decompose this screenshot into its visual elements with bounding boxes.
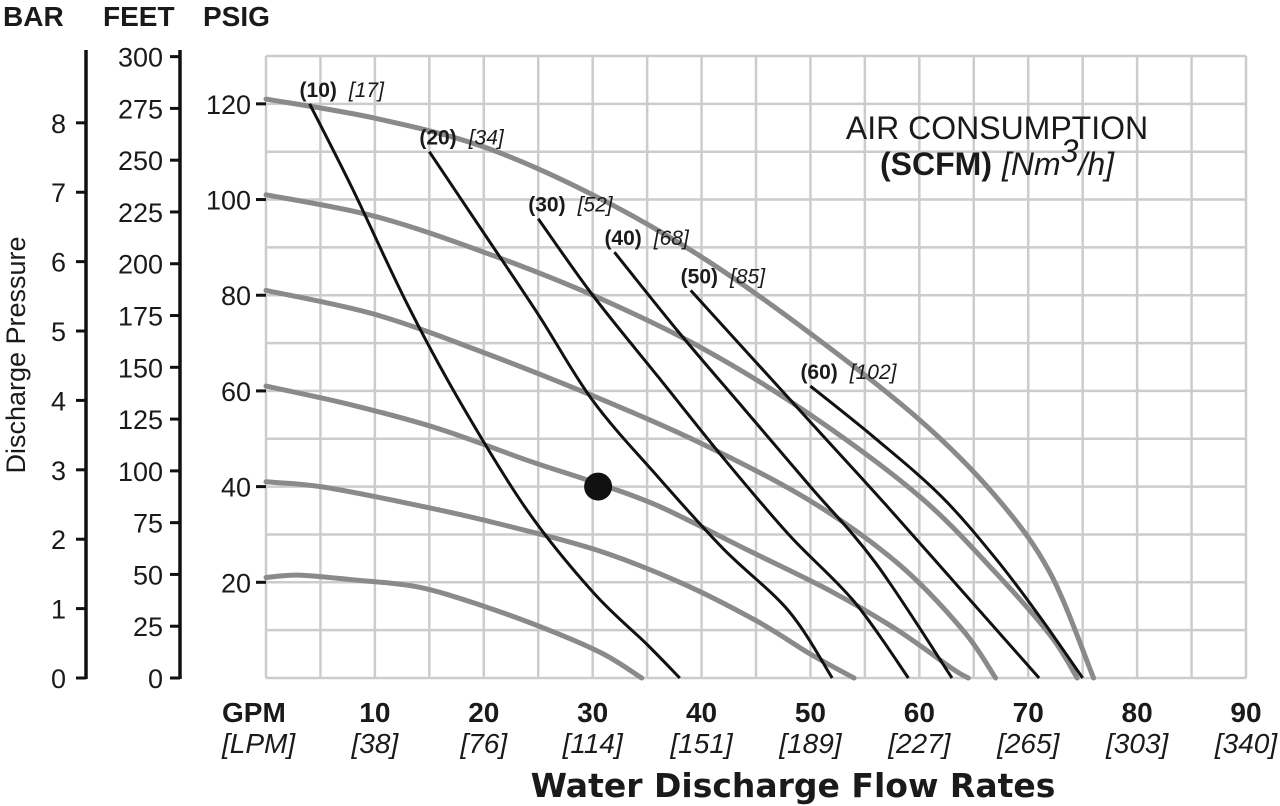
bar-tick-label: 6 bbox=[51, 248, 66, 278]
feet-tick-label: 50 bbox=[133, 560, 163, 590]
air-inlet-curve bbox=[263, 479, 857, 681]
bar-tick-label: 5 bbox=[51, 317, 66, 347]
x-tick-lpm: [227] bbox=[887, 728, 951, 759]
psig-tick-label: 100 bbox=[206, 186, 251, 216]
bar-tick-label: 3 bbox=[51, 456, 66, 486]
title-nm3h-unit-end: /h] bbox=[1076, 146, 1115, 182]
scfm-curve-label: (50) [85] bbox=[681, 265, 767, 288]
feet-tick-label: 100 bbox=[118, 457, 163, 487]
x-tick-lpm: [189] bbox=[778, 728, 842, 759]
scfm-curve bbox=[809, 384, 1084, 679]
title-superscript: 3 bbox=[1061, 133, 1079, 169]
feet-tick-label: 25 bbox=[133, 612, 163, 642]
y-axis-title: Discharge Pressure bbox=[1, 236, 31, 473]
scfm-value: (50) bbox=[681, 265, 718, 288]
scfm-curve bbox=[613, 251, 954, 679]
feet-tick-label: 275 bbox=[118, 94, 163, 124]
x-tick-gpm: 60 bbox=[904, 697, 935, 728]
nm3h-value: [34] bbox=[468, 127, 505, 150]
nm3h-value: [17] bbox=[348, 79, 385, 102]
x-tick-gpm: 30 bbox=[577, 697, 608, 728]
air-inlet-curve bbox=[263, 572, 645, 681]
feet-tick-label: 300 bbox=[118, 43, 163, 73]
psig-tick-label: 80 bbox=[221, 281, 251, 311]
psig-axis-header: PSIG bbox=[203, 1, 270, 32]
x-tick-gpm: 50 bbox=[795, 697, 826, 728]
feet-tick-label: 125 bbox=[118, 405, 163, 435]
air-inlet-curve bbox=[263, 287, 999, 681]
feet-axis-header: FEET bbox=[103, 1, 175, 32]
feet-tick-label: 225 bbox=[118, 198, 163, 228]
psig-tick-label: 20 bbox=[221, 568, 251, 598]
x-axis-title: Water Discharge Flow Rates bbox=[531, 766, 1056, 805]
scfm-curve-label: (10) [17] bbox=[300, 79, 386, 102]
scfm-value: (20) bbox=[419, 127, 456, 150]
bar-tick-label: 4 bbox=[51, 386, 66, 416]
scfm-curve bbox=[689, 289, 1041, 679]
feet-tick-label: 0 bbox=[148, 664, 163, 694]
x-tick-gpm: 20 bbox=[468, 697, 499, 728]
x-tick-lpm: [265] bbox=[996, 728, 1060, 759]
x-tick-gpm: 80 bbox=[1122, 697, 1153, 728]
nm3h-value: [102] bbox=[849, 361, 898, 384]
nm3h-value: [68] bbox=[653, 227, 690, 250]
psig-tick-label: 120 bbox=[206, 90, 251, 120]
bar-tick-label: 8 bbox=[51, 109, 66, 139]
scfm-curve-label: (40) [68] bbox=[604, 227, 690, 250]
scfm-curve bbox=[536, 217, 910, 679]
x-tick-gpm: 90 bbox=[1230, 697, 1261, 728]
x-tick-gpm: 40 bbox=[686, 697, 717, 728]
x-tick-lpm: [114] bbox=[562, 728, 624, 759]
chart-title-line1: AIR CONSUMPTION bbox=[846, 110, 1148, 146]
air-inlet-curve bbox=[263, 192, 1080, 681]
scfm-curve-label: (60) [102] bbox=[800, 361, 897, 384]
psig-tick-label: 40 bbox=[221, 473, 251, 503]
x-tick-gpm: 70 bbox=[1013, 697, 1044, 728]
scfm-value: (60) bbox=[800, 361, 837, 384]
x-tick-gpm: 10 bbox=[359, 697, 390, 728]
chart-grid bbox=[264, 54, 1248, 680]
feet-tick-label: 200 bbox=[118, 250, 163, 280]
x-unit-lpm: [LPM] bbox=[221, 728, 296, 759]
title-scfm-unit: (SCFM) bbox=[880, 146, 992, 182]
x-unit-gpm: GPM bbox=[222, 697, 286, 728]
scfm-value: (30) bbox=[528, 194, 565, 217]
scfm-curve-label: (30) [52] bbox=[528, 194, 614, 217]
feet-tick-label: 75 bbox=[133, 509, 163, 539]
bar-tick-label: 2 bbox=[51, 525, 66, 555]
feet-tick-label: 250 bbox=[118, 146, 163, 176]
bar-axis-header: BAR bbox=[3, 1, 64, 32]
feet-tick-label: 150 bbox=[118, 353, 163, 383]
operating-point-marker bbox=[584, 472, 613, 501]
x-tick-lpm: [151] bbox=[669, 728, 733, 759]
air-inlet-curves bbox=[263, 96, 1097, 681]
scfm-curve bbox=[428, 150, 834, 679]
bar-tick-label: 1 bbox=[51, 595, 66, 625]
x-tick-lpm: [340] bbox=[1214, 728, 1278, 759]
psig-tick-label: 60 bbox=[221, 377, 251, 407]
x-tick-labels: 10[38] 20[76] 30[114] 40[151] 50[189] 60[227]… bbox=[351, 697, 1279, 759]
nm3h-value: [85] bbox=[729, 265, 766, 288]
bar-tick-label: 7 bbox=[51, 178, 66, 208]
scfm-curve bbox=[308, 103, 681, 680]
x-tick-lpm: [76] bbox=[459, 728, 508, 759]
air-inlet-curve bbox=[263, 96, 1097, 681]
air-inlet-curve bbox=[263, 383, 971, 681]
x-tick-lpm: [38] bbox=[351, 728, 400, 759]
axes: 2040608010012002550751001251501752002252… bbox=[51, 43, 266, 694]
scfm-curve-label: (20) [34] bbox=[419, 127, 505, 150]
marker-layer bbox=[584, 472, 613, 501]
nm3h-value: [52] bbox=[577, 194, 614, 217]
scfm-value: (10) bbox=[300, 79, 337, 102]
x-tick-lpm: [303] bbox=[1105, 728, 1169, 759]
bar-tick-label: 0 bbox=[51, 664, 66, 694]
chart-title-line2: (SCFM) [Nm3/h] bbox=[880, 133, 1115, 182]
scfm-value: (40) bbox=[604, 227, 641, 250]
title-nm3h-unit: [Nm bbox=[1001, 146, 1061, 182]
feet-tick-label: 175 bbox=[118, 302, 163, 332]
scfm-curves: (10) [17] (20) [34] (30) [52] (40) [68] (50) [85]… bbox=[300, 79, 1084, 680]
